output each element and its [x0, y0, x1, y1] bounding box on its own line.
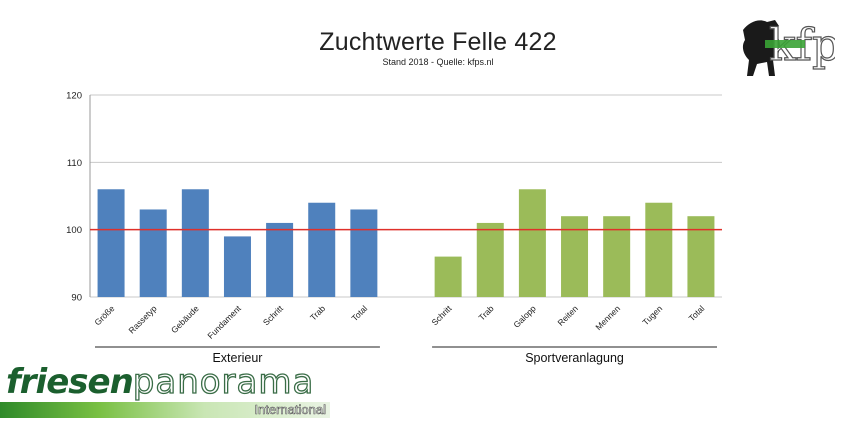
- bar-0-3: [223, 236, 251, 297]
- category-label: Fundament: [205, 303, 243, 341]
- logo-gradient-bar: [0, 402, 330, 418]
- bar-1-3: [561, 216, 589, 297]
- logo-wordmark: friesenpanorama: [6, 362, 315, 402]
- y-tick-label: 110: [67, 158, 82, 169]
- bar-0-5: [308, 202, 336, 297]
- category-label: Schritt: [429, 303, 454, 328]
- horse-icon: [742, 20, 780, 76]
- bar-1-0: [434, 256, 462, 297]
- category-labels: Größe Rassetyp Gebäude Fundament Schritt Trab…: [92, 303, 706, 341]
- bar-1-6: [687, 216, 715, 297]
- category-label: Schritt: [261, 303, 286, 328]
- logo-word-panorama: panorama: [132, 362, 315, 402]
- category-label: Trab: [476, 303, 495, 322]
- group-labels: Exterieur Sportveranlagung: [95, 346, 717, 365]
- bars: [97, 189, 715, 297]
- chart-title: Zuchtwerte Felle 422: [319, 28, 557, 56]
- bar-1-5: [645, 202, 673, 297]
- category-label: Größe: [92, 303, 116, 327]
- bar-0-4: [266, 222, 294, 297]
- category-label: Mennen: [593, 303, 622, 332]
- bar-0-0: [97, 189, 125, 297]
- y-tick-label: 120: [66, 91, 82, 102]
- chart-subtitle: Stand 2018 - Quelle: kfps.nl: [382, 57, 494, 67]
- bar-0-1: [139, 209, 167, 297]
- category-label: Total: [350, 303, 370, 323]
- y-tick-label: 90: [71, 293, 82, 304]
- category-label: Total: [687, 303, 707, 323]
- category-label: Galopp: [511, 303, 538, 330]
- logo-subtitle: International: [254, 402, 326, 418]
- kfp-letters: kfp: [769, 20, 835, 71]
- bar-1-2: [518, 189, 546, 297]
- bar-0-2: [181, 189, 209, 297]
- category-label: Rassetyp: [126, 303, 158, 335]
- y-tick-label: 100: [66, 225, 82, 236]
- kfp-logo: kfp: [735, 10, 841, 82]
- bar-0-6: [350, 209, 378, 297]
- category-label: Trab: [308, 303, 327, 322]
- category-label: Reiten: [555, 303, 580, 328]
- friesenpanorama-logo: friesenpanorama International: [0, 362, 340, 424]
- group-label: Exterieur: [212, 351, 262, 365]
- y-axis-ticks: 90 100 110 120: [66, 91, 82, 304]
- category-label: Tugen: [640, 303, 664, 327]
- category-label: Gebäude: [169, 303, 201, 335]
- bar-1-1: [476, 222, 504, 297]
- bar-1-4: [603, 216, 631, 297]
- group-label: Sportveranlagung: [525, 351, 624, 365]
- logo-word-friesen: friesen: [6, 362, 134, 402]
